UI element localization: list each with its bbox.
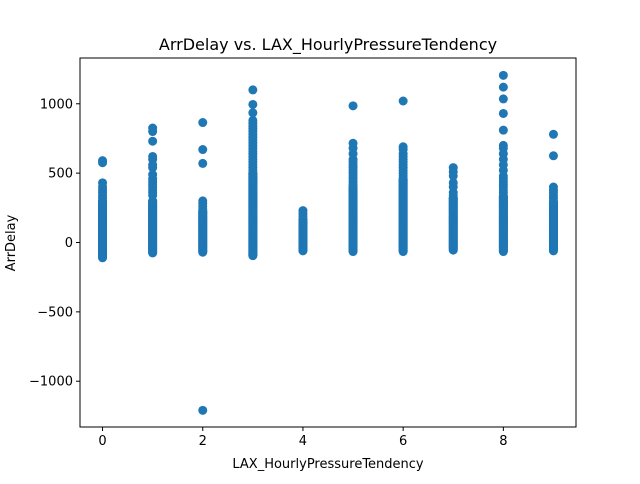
data-point xyxy=(298,211,308,221)
data-point xyxy=(498,108,508,118)
data-point xyxy=(148,127,158,137)
data-point xyxy=(548,151,558,161)
data-point xyxy=(198,145,208,155)
y-axis-ticks: −1000 −500 0 500 1000 xyxy=(29,97,80,390)
data-point xyxy=(348,179,358,189)
data-point xyxy=(148,190,158,200)
y-tick-label: 0 xyxy=(65,236,73,251)
data-point xyxy=(98,193,108,203)
data-point xyxy=(148,136,158,146)
y-tick-label: −500 xyxy=(37,305,73,320)
data-point xyxy=(498,190,508,200)
x-tick-label: 8 xyxy=(499,434,507,449)
data-point xyxy=(348,101,358,111)
data-point xyxy=(498,125,508,135)
data-point xyxy=(398,174,408,184)
x-tick-label: 6 xyxy=(399,434,407,449)
data-point xyxy=(248,108,258,118)
data-point xyxy=(548,129,558,139)
data-point xyxy=(498,94,508,104)
y-axis-label: ArrDelay xyxy=(4,214,19,271)
y-tick-label: −1000 xyxy=(29,375,73,390)
x-axis-label: LAX_HourlyPressureTendency xyxy=(232,457,424,472)
data-point xyxy=(398,96,408,106)
data-point xyxy=(248,99,258,109)
data-point xyxy=(98,158,108,168)
data-points xyxy=(98,70,558,415)
x-tick-label: 2 xyxy=(199,434,207,449)
y-tick-label: 500 xyxy=(48,167,73,182)
data-point xyxy=(148,163,158,173)
data-point xyxy=(448,190,458,200)
data-point xyxy=(198,158,208,168)
y-tick-label: 1000 xyxy=(40,97,73,112)
x-axis-ticks: 0 2 4 6 8 xyxy=(98,427,507,449)
data-point xyxy=(448,171,458,181)
chart-title: ArrDelay vs. LAX_HourlyPressureTendency xyxy=(159,35,497,55)
data-point xyxy=(498,70,508,80)
x-tick-label: 0 xyxy=(98,434,106,449)
data-point xyxy=(548,196,558,206)
data-point xyxy=(198,204,208,214)
data-point xyxy=(248,85,258,95)
data-point xyxy=(248,165,258,175)
x-tick-label: 4 xyxy=(299,434,307,449)
data-point xyxy=(498,82,508,92)
data-point xyxy=(198,405,208,415)
data-point xyxy=(198,118,208,128)
